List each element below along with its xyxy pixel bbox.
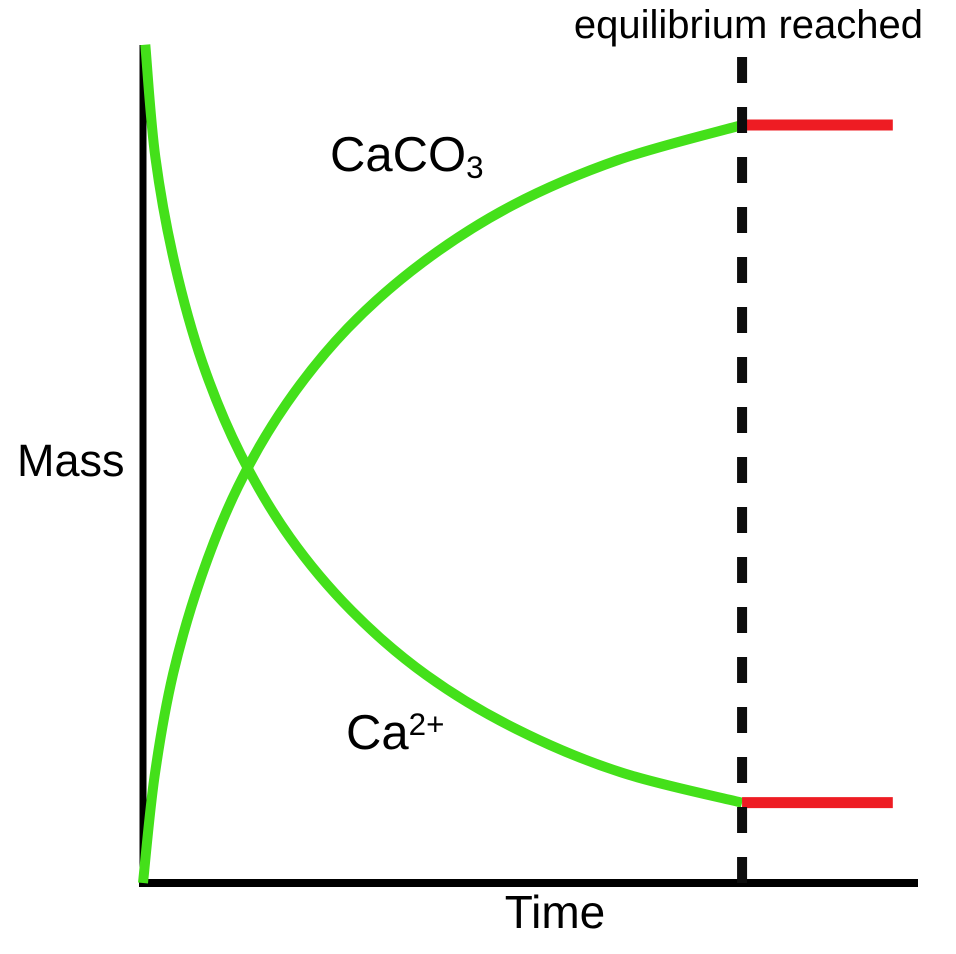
caco3-curve-label: CaCO3: [330, 128, 484, 184]
ca2-curve-label: Ca2+: [346, 706, 445, 760]
equilibrium-annotation-label: equilibrium reached: [573, 3, 923, 47]
y-axis-label: Mass: [17, 435, 125, 486]
caco3-curve: [138, 120, 744, 884]
caco3-label-subscript: 3: [466, 149, 484, 185]
ca2-label-base: Ca: [346, 706, 409, 760]
ca2-label-superscript: 2+: [408, 706, 445, 742]
ca2-curve: [140, 44, 744, 808]
caco3-label-base: CaCO: [330, 128, 467, 182]
x-axis-label: Time: [504, 886, 606, 938]
